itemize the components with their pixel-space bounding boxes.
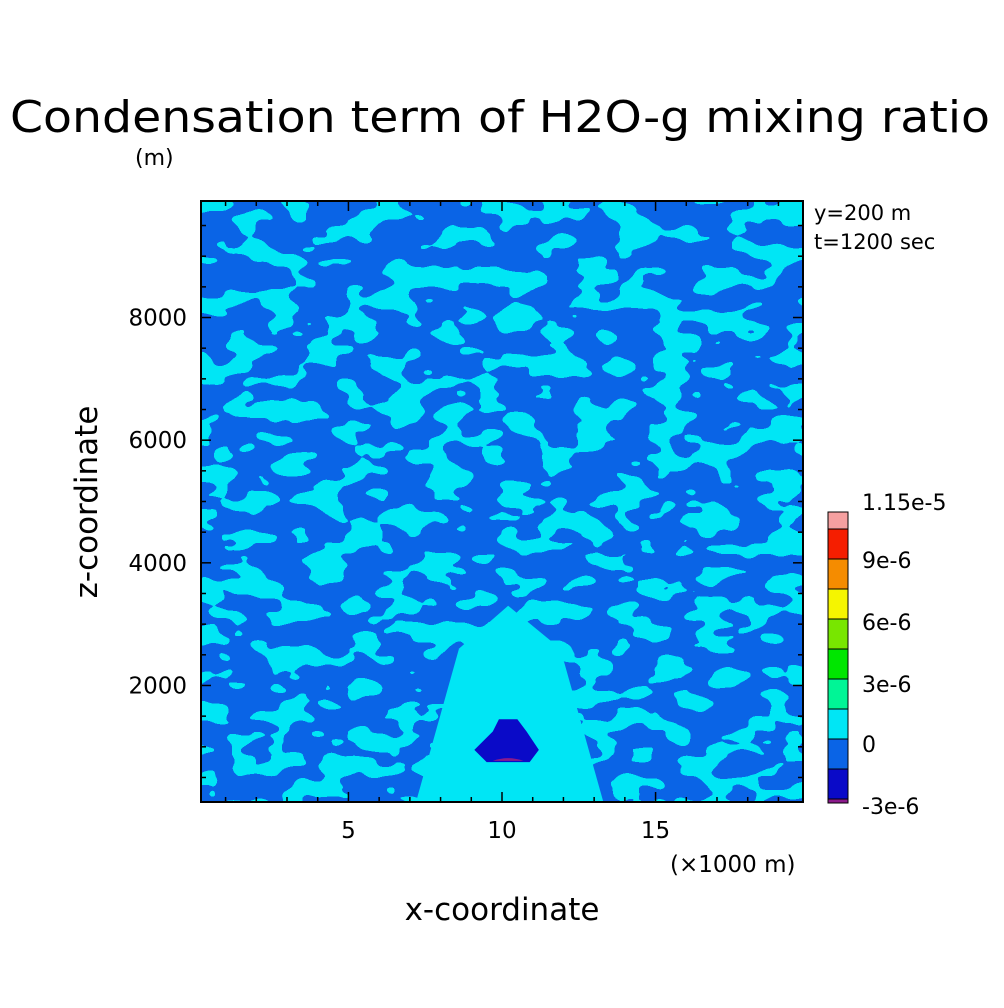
colorbar-label: -3e-6 [862,795,919,820]
bottom-plume [416,605,604,802]
colorbar-swatch [827,648,849,680]
annotation-t: t=1200 sec [814,230,935,254]
colorbar-swatch [827,511,849,530]
y-tick-label: 2000 [128,673,187,699]
chart-title: Condensation term of H2O-g mixing ratio [10,92,990,143]
minimum-contour [492,758,524,761]
x-tick-label: 15 [641,818,670,844]
colorbar-label: 6e-6 [862,611,911,636]
colorbar-swatch [827,528,849,560]
colorbar-swatch [827,738,849,770]
colorbar-swatch [827,678,849,710]
y-tick-label: 4000 [128,551,187,577]
x-axis-label: x-coordinate [405,892,600,928]
colorbar-label: 9e-6 [862,549,911,574]
y-tick-label: 8000 [128,306,187,332]
y-axis: 2000 4000 6000 8000 [128,224,803,779]
x-tick-label: 10 [487,818,516,844]
y-axis-label: z-coordinate [69,406,105,599]
colorbar-label: 0 [862,733,876,758]
annotation-y: y=200 m [814,201,911,225]
colorbar-swatch [827,618,849,650]
colorbar-swatch [827,768,849,800]
negative-contour [474,719,539,763]
colorbar-swatch [827,558,849,590]
x-axis: 5 10 15 [224,201,780,844]
x-tick-label: 5 [341,818,356,844]
x-units-label: (×1000 m) [670,852,795,878]
plot-area [201,201,803,802]
colorbar-swatch [827,708,849,740]
colorbar-swatch [827,588,849,620]
colorbar: 1.15e-5 9e-6 6e-6 3e-6 0 -3e-6 [827,491,946,820]
y-tick-label: 6000 [128,428,187,454]
title-units: (m) [135,146,174,171]
colorbar-swatch [827,798,849,804]
colorbar-label: 1.15e-5 [862,491,946,516]
colorbar-label: 3e-6 [862,673,911,698]
